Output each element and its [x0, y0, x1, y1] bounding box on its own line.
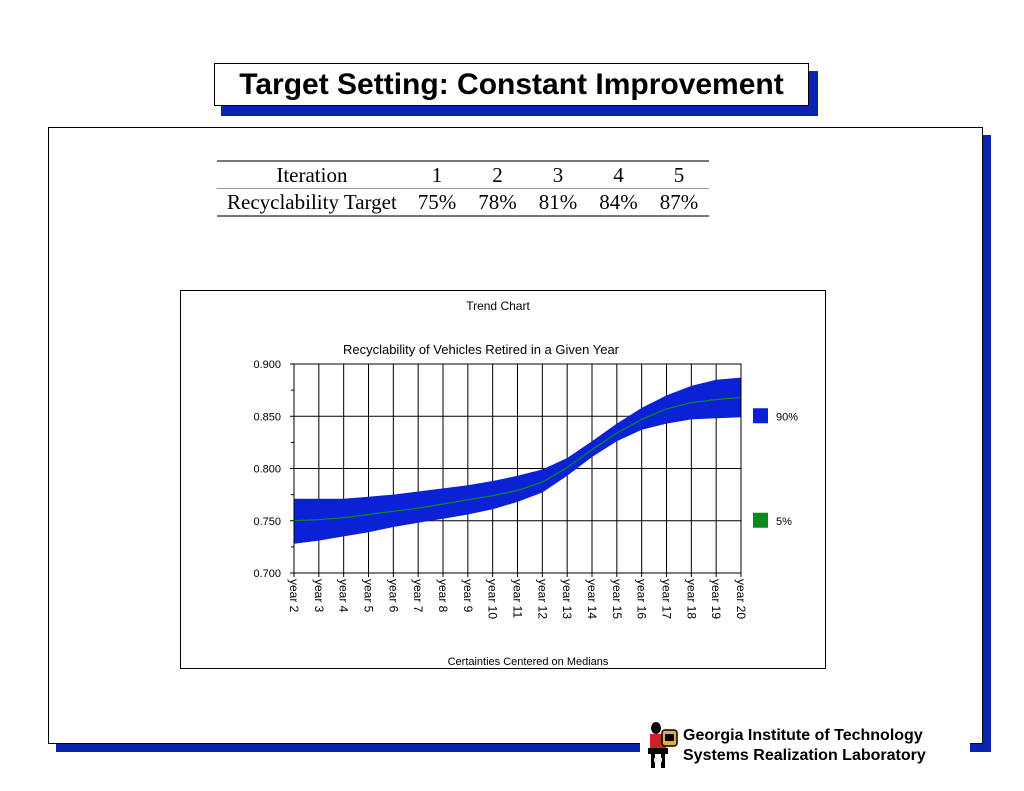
footer: Georgia Institute of Technology Systems …	[640, 719, 970, 771]
x-tick-label: year 3	[312, 579, 326, 613]
chart-title: Trend Chart	[466, 299, 530, 313]
y-tick-label: 0.750	[253, 516, 281, 528]
x-tick-label: year 12	[535, 579, 549, 619]
y-tick-label: 0.700	[253, 568, 281, 580]
iteration-row: Iteration 1 2 3 4 5	[217, 161, 710, 189]
x-tick-label: year 20	[734, 579, 748, 619]
legend-swatch	[753, 408, 768, 424]
median-line	[293, 396, 742, 522]
y-tick-label: 0.800	[253, 464, 281, 476]
yellow-jacket-logo-icon	[648, 722, 678, 768]
lab-name: Systems Realization Laboratory	[683, 747, 926, 764]
axes: 0.900 0.850 0.800 0.750 0.700 year 2 year 3 yea…	[253, 359, 748, 619]
trend-chart: Trend Chart Recyclability of Vehicles Re…	[180, 290, 826, 669]
x-tick-label: year 5	[362, 579, 376, 613]
title-box: Target Setting: Constant Improvement	[214, 63, 809, 106]
chart-svg: Trend Chart Recyclability of Vehicles Re…	[253, 299, 798, 668]
x-tick-label: year 7	[411, 579, 425, 613]
iteration-cell: 5	[648, 161, 710, 189]
iteration-cell: 1	[406, 161, 468, 189]
plot-data	[293, 377, 742, 544]
legend-label: 90%	[776, 411, 798, 423]
target-cell: 75%	[417, 190, 457, 214]
iteration-cell: 4	[588, 161, 649, 189]
x-tick-label: year 16	[635, 579, 649, 619]
x-tick-label: year 18	[684, 579, 698, 619]
targets-table: Iteration 1 2 3 4 5 Recyclability Target…	[217, 160, 710, 217]
x-tick-label: year 19	[709, 579, 723, 619]
target-cell: 84%	[599, 190, 638, 214]
x-tick-label: year 2	[287, 579, 301, 613]
slide-title: Target Setting: Constant Improvement	[239, 67, 784, 101]
x-tick-label: year 9	[461, 579, 475, 613]
iteration-label: Iteration	[217, 161, 407, 189]
institute-name: Georgia Institute of Technology	[683, 727, 923, 744]
y-tick-label: 0.900	[253, 359, 281, 371]
x-tick-label: year 14	[585, 579, 599, 619]
x-tick-label: year 8	[436, 579, 450, 613]
target-cell: 81%	[538, 190, 578, 214]
target-label: Recyclability Target	[227, 190, 397, 214]
x-tick-label: year 6	[386, 579, 400, 613]
x-tick-label: year 11	[511, 579, 525, 618]
x-tick-label: year 4	[337, 579, 351, 613]
chart-footnote: Certainties Centered on Medians	[448, 656, 609, 668]
legend-swatch	[753, 512, 768, 528]
target-cell: 87%	[659, 190, 699, 214]
band-90-percent	[294, 377, 741, 544]
iteration-cell: 3	[527, 161, 589, 189]
x-tick-label: year 13	[560, 579, 574, 619]
chart-subtitle: Recyclability of Vehicles Retired in a G…	[343, 342, 620, 357]
y-tick-label: 0.850	[253, 411, 281, 423]
x-tick-label: year 10	[486, 579, 500, 619]
legend: 90% 5%	[753, 408, 798, 528]
target-row: Recyclability Target 75% 78% 81% 84% 87%	[217, 189, 709, 217]
target-cell: 78%	[478, 190, 517, 214]
x-tick-label: year 17	[660, 579, 674, 619]
x-tick-label: year 15	[610, 579, 624, 619]
iteration-cell: 2	[467, 161, 528, 189]
legend-label: 5%	[776, 516, 792, 528]
